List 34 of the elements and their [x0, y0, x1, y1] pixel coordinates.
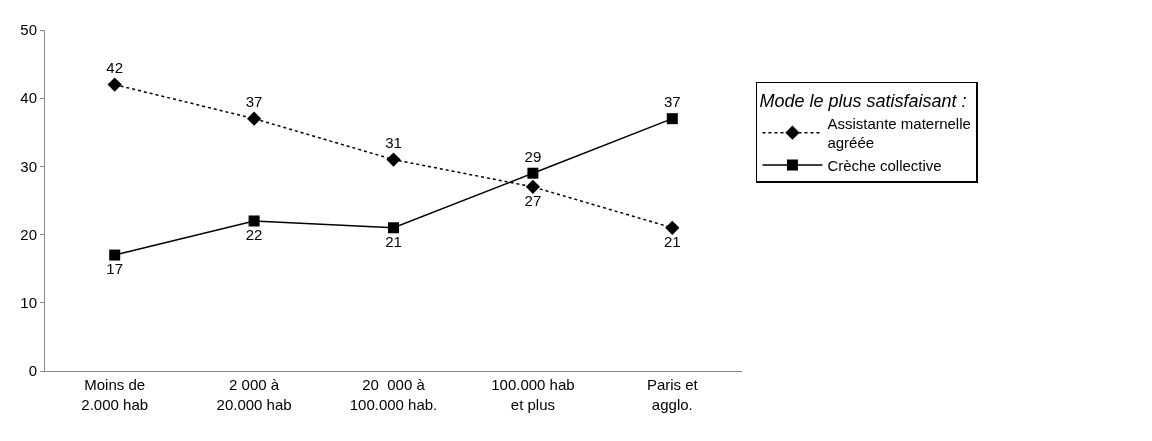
- data-label: 27: [524, 191, 542, 209]
- point: [109, 249, 121, 261]
- data-label: 17: [106, 260, 124, 278]
- y-tick-label: 40: [20, 89, 37, 107]
- legend-label: Assistante maternelle agréée: [827, 114, 971, 152]
- x-tick-label: 100.000 hab et plus: [491, 376, 575, 413]
- data-label: 29: [524, 147, 542, 165]
- y-tick-label: 50: [20, 21, 37, 39]
- data-label: 37: [245, 93, 263, 111]
- y-tick-label: 20: [20, 225, 37, 243]
- point: [525, 179, 541, 195]
- x-tick-label: Paris et agglo.: [646, 376, 699, 413]
- data-label: 37: [663, 93, 681, 111]
- point: [246, 111, 262, 126]
- y-tick-label: 10: [20, 294, 37, 312]
- y-tick-label: 30: [20, 157, 37, 175]
- data-label: 31: [385, 133, 402, 151]
- x-tick-label: 2 000 à 20.000 hab: [216, 376, 292, 413]
- point: [107, 77, 122, 92]
- point: [248, 215, 260, 227]
- y-tick-label: 0: [28, 362, 37, 380]
- data-label: 21: [385, 232, 402, 250]
- point: [666, 113, 678, 125]
- data-label: 21: [663, 232, 681, 250]
- legend-title: Mode le plus satisfaisant :: [759, 90, 967, 111]
- data-label: 22: [245, 226, 263, 244]
- data-label: 42: [106, 58, 124, 76]
- x-tick-label: Moins de 2.000 hab: [81, 376, 149, 413]
- point: [527, 167, 539, 179]
- point: [386, 152, 401, 167]
- x-tick-label: 20 000 à 100.000 hab.: [349, 376, 438, 413]
- point: [665, 220, 680, 235]
- legend-label: Crèche collective: [827, 156, 942, 174]
- point: [388, 222, 399, 234]
